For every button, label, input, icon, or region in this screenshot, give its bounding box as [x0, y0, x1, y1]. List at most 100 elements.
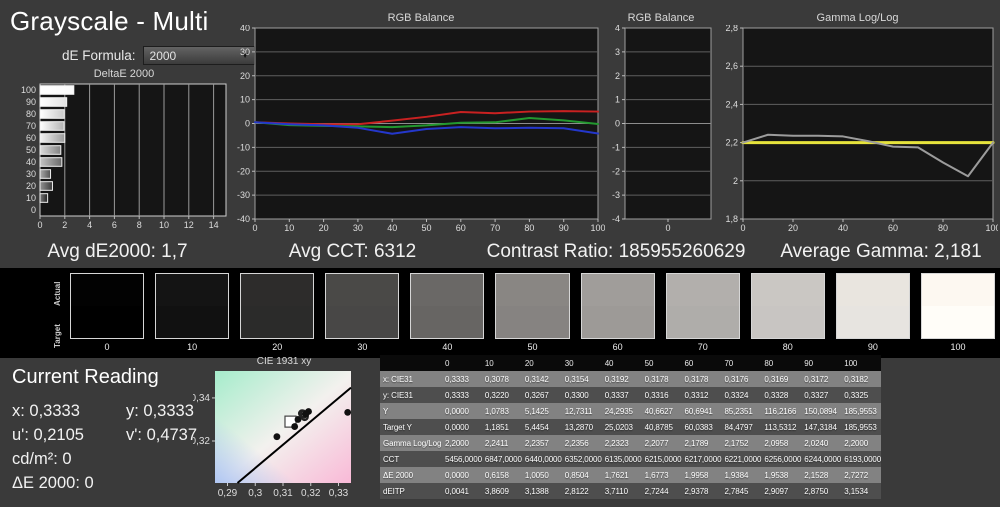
- svg-text:50: 50: [421, 223, 431, 233]
- reading-de-value: ΔE 2000: 0: [12, 474, 94, 492]
- table-cell: 2,0240: [801, 435, 842, 451]
- svg-text:2,6: 2,6: [725, 61, 738, 71]
- table-cell: 3,1534: [841, 483, 882, 499]
- svg-text:60: 60: [888, 223, 898, 233]
- swatch-actual-patch: [326, 274, 399, 306]
- table-row: Y 0,0000 1,0783 5,1425 12,7311 24,2935 40,6627…: [380, 403, 882, 419]
- swatch-cell: 60: [580, 273, 655, 352]
- swatch-target-patch: [411, 306, 484, 338]
- swatch-cell: 0: [70, 273, 145, 352]
- svg-text:10: 10: [159, 220, 169, 230]
- table-cell: 0,3328: [761, 387, 802, 403]
- swatch-cell: 70: [665, 273, 740, 352]
- svg-text:-30: -30: [237, 190, 250, 200]
- table-row-label: x: CIE31: [380, 371, 442, 387]
- table-cell: 2,1789: [681, 435, 722, 451]
- table-cell: 147,3184: [801, 419, 842, 435]
- swatch-actual-patch: [496, 274, 569, 306]
- page-title: Grayscale - Multi: [10, 6, 209, 36]
- de-formula-row: dE Formula: 2000 ▼: [62, 46, 255, 65]
- table-column-header: 70: [721, 355, 762, 371]
- rgb-balance-chart: RGB Balance 40 30 20 10 0 -10 -20 -30 -40 0 10 20 30…: [237, 12, 605, 234]
- swatch-cell: 20: [240, 273, 315, 352]
- swatch-cell: 10: [155, 273, 230, 352]
- reading-x-value: x: 0,3333: [12, 402, 80, 420]
- svg-text:2,8: 2,8: [725, 25, 738, 33]
- cie-chart: CIE 1931 xy 0,29 0,3 0,31 0,32 0,33 0,34 0,32: [191, 356, 365, 507]
- table-cell: 2,2323: [601, 435, 642, 451]
- svg-text:3: 3: [615, 47, 620, 57]
- table-cell: 6135,0000: [601, 451, 642, 467]
- table-cell: 0,0000: [442, 419, 482, 435]
- swatch-actual-patch: [581, 274, 654, 306]
- swatch-level-label: 40: [442, 342, 453, 352]
- table-column-header: 50: [641, 355, 682, 371]
- svg-text:40: 40: [838, 223, 848, 233]
- reading-luminance-value: cd/m²: 0: [12, 450, 72, 468]
- table-cell: 6215,0000: [641, 451, 682, 467]
- swatch-cell: 100: [920, 273, 996, 352]
- svg-text:10: 10: [26, 193, 36, 203]
- table-cell: 6244,0000: [801, 451, 841, 467]
- table-cell: 1,0783: [481, 403, 522, 419]
- table-cell: 0,3172: [801, 371, 842, 387]
- table-corner-cell: [380, 355, 442, 371]
- svg-text:20: 20: [788, 223, 798, 233]
- swatch-cell: 50: [495, 273, 570, 352]
- svg-text:60: 60: [26, 133, 36, 143]
- swatch-level-label: 80: [782, 342, 793, 352]
- deltae-chart-title: DeltaE 2000: [93, 68, 155, 80]
- table-cell: 0,3178: [681, 371, 722, 387]
- table-cell: 0,3176: [721, 371, 762, 387]
- swatch-target-patch: [751, 306, 824, 338]
- table-row: y: CIE31 0,3333 0,3220 0,3267 0,3300 0,3337 0,…: [380, 387, 882, 403]
- svg-text:40: 40: [26, 157, 36, 167]
- swatch-level-label: 90: [867, 342, 878, 352]
- svg-text:0: 0: [615, 119, 620, 129]
- table-cell: 0,6158: [481, 467, 522, 483]
- table-cell: 0,3325: [841, 387, 882, 403]
- swatch-actual-patch: [666, 274, 739, 306]
- svg-text:80: 80: [26, 109, 36, 119]
- svg-text:10: 10: [284, 223, 294, 233]
- swatch-target-patch: [156, 306, 229, 338]
- table-cell: 1,9958: [681, 467, 722, 483]
- svg-text:2: 2: [615, 71, 620, 81]
- table-cell: 0,0000: [442, 403, 482, 419]
- table-cell: 0,3078: [481, 371, 522, 387]
- table-cell: 0,3333: [442, 387, 482, 403]
- table-cell: 0,3324: [721, 387, 762, 403]
- swatch-actual-patch: [836, 274, 909, 306]
- gamma-chart-plot: 2,8 2,6 2,4 2,2 2 1,80 20 40 60 80 100: [725, 25, 998, 233]
- svg-text:2: 2: [733, 176, 738, 186]
- table-cell: 6256,0000: [761, 451, 801, 467]
- table-cell: 0,0041: [442, 483, 482, 499]
- table-cell: 0,3300: [561, 387, 602, 403]
- table-cell: 1,9538: [761, 467, 802, 483]
- table-cell: 0,0000: [442, 467, 482, 483]
- svg-text:70: 70: [26, 121, 36, 131]
- rgb-balance-detail-chart: RGB Balance 4 3 2 1 0 -1 -2 -3 -4 0: [607, 12, 715, 234]
- table-cell: 60,6941: [681, 403, 722, 419]
- svg-text:90: 90: [26, 97, 36, 107]
- table-cell: 85,2351: [721, 403, 762, 419]
- svg-text:0: 0: [31, 205, 36, 215]
- table-cell: 1,1851: [481, 419, 522, 435]
- de-formula-label: dE Formula:: [62, 48, 136, 63]
- svg-text:100: 100: [21, 85, 36, 95]
- table-cell: 2,2000: [841, 435, 882, 451]
- svg-text:6: 6: [112, 220, 117, 230]
- stats-row: Avg dE2000: 1,7 Avg CCT: 6312 Contrast R…: [0, 237, 1000, 267]
- svg-text:10: 10: [240, 95, 250, 105]
- reading-y-value: y: 0,3333: [126, 402, 194, 420]
- chevron-down-icon: ▼: [240, 50, 250, 60]
- svg-text:12: 12: [184, 220, 194, 230]
- table-row-label: Target Y: [380, 419, 442, 435]
- table-cell: 2,9097: [761, 483, 802, 499]
- table-cell: 0,3154: [561, 371, 602, 387]
- table-cell: 3,1388: [521, 483, 562, 499]
- table-cell: 0,3169: [761, 371, 802, 387]
- svg-text:20: 20: [319, 223, 329, 233]
- average-gamma-stat: Average Gamma: 2,181: [780, 241, 982, 262]
- de-formula-dropdown[interactable]: 2000 ▼: [142, 46, 255, 65]
